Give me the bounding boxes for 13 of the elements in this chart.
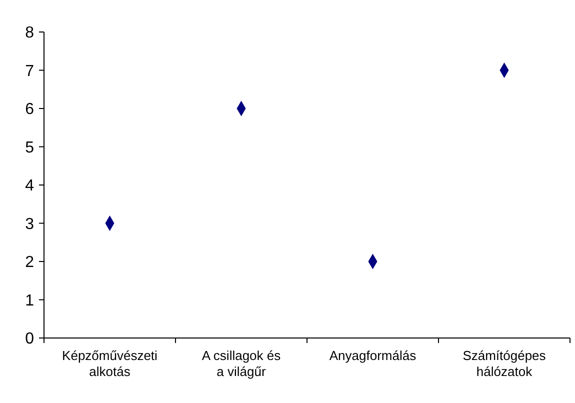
y-tick-label: 7 xyxy=(25,62,34,80)
y-tick-label: 1 xyxy=(25,292,34,310)
y-tick-label: 8 xyxy=(25,24,34,42)
x-tick-label: A csillagok és a világűr xyxy=(202,348,282,379)
y-tick-label: 6 xyxy=(25,101,34,118)
x-tick-label: Számítógépes hálózatok xyxy=(462,348,546,379)
y-tick-label: 3 xyxy=(25,216,34,233)
y-tick-label: 5 xyxy=(25,139,34,156)
x-tick-label: Képzőművészeti alkotás xyxy=(62,348,158,379)
x-tick-label: Anyagformálás xyxy=(329,348,417,363)
y-tick-label: 0 xyxy=(25,330,34,348)
y-tick-label: 2 xyxy=(25,254,34,272)
y-tick-label: 4 xyxy=(25,178,34,195)
